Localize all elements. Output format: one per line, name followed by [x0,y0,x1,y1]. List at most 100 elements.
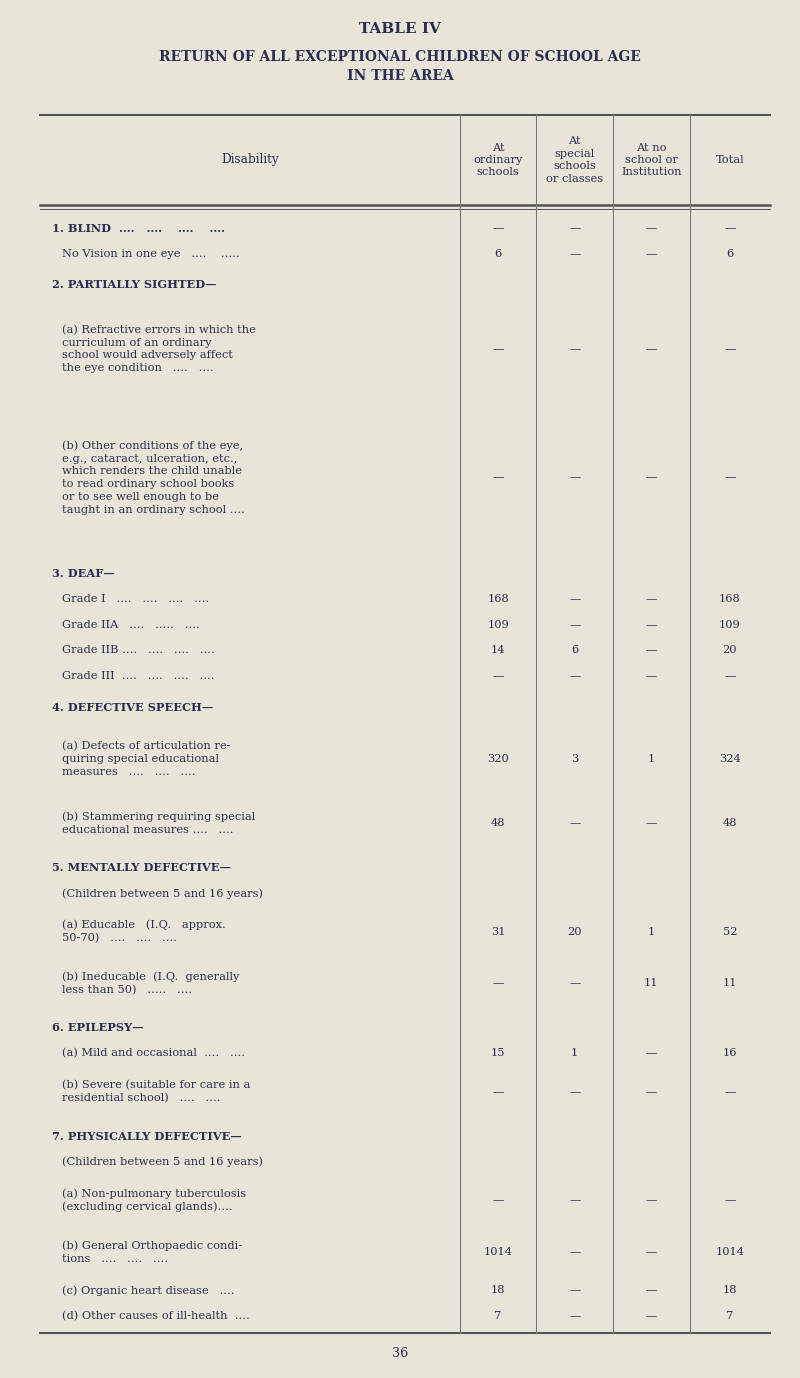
Text: 6: 6 [726,249,734,259]
Text: —: — [569,978,581,988]
Text: 320: 320 [487,754,509,763]
Text: At no
school or
Institution: At no school or Institution [621,142,682,178]
Text: —: — [569,1286,581,1295]
Text: —: — [724,344,735,354]
Text: —: — [492,978,504,988]
Text: —: — [569,1195,581,1206]
Text: At
ordinary
schools: At ordinary schools [474,142,522,178]
Text: 324: 324 [719,754,741,763]
Text: 3: 3 [571,754,578,763]
Text: 1: 1 [648,754,655,763]
Text: At
special
schools
or classes: At special schools or classes [546,136,603,183]
Text: Grade IIA   ....   .....   ....: Grade IIA .... ..... .... [62,620,200,630]
Text: 1: 1 [648,927,655,937]
Text: (b) General Orthopaedic condi-
tions   ....   ....   ....: (b) General Orthopaedic condi- tions ...… [62,1240,242,1264]
Text: —: — [569,819,581,828]
Text: —: — [646,819,657,828]
Text: —: — [492,223,504,233]
Text: —: — [569,594,581,604]
Text: 109: 109 [719,620,741,630]
Text: 1: 1 [571,1049,578,1058]
Text: —: — [646,620,657,630]
Text: —: — [646,1049,657,1058]
Text: —: — [569,249,581,259]
Text: —: — [724,671,735,681]
Text: 7: 7 [726,1310,734,1322]
Text: —: — [724,473,735,482]
Text: —: — [569,344,581,354]
Text: 168: 168 [719,594,741,604]
Text: 109: 109 [487,620,509,630]
Text: (d) Other causes of ill-health  ....: (d) Other causes of ill-health .... [62,1310,250,1322]
Text: —: — [646,1247,657,1257]
Text: Disability: Disability [221,153,278,167]
Text: —: — [492,671,504,681]
Text: —: — [646,645,657,656]
Text: (a) Non-pulmonary tuberculosis
(excluding cervical glands)....: (a) Non-pulmonary tuberculosis (excludin… [62,1188,246,1213]
Text: 18: 18 [722,1286,737,1295]
Text: 7. PHYSICALLY DEFECTIVE—: 7. PHYSICALLY DEFECTIVE— [52,1130,242,1141]
Text: —: — [492,1087,504,1097]
Text: 168: 168 [487,594,509,604]
Text: 14: 14 [491,645,506,656]
Text: (c) Organic heart disease   ....: (c) Organic heart disease .... [62,1286,234,1295]
Text: (a) Refractive errors in which the
curriculum of an ordinary
school would advers: (a) Refractive errors in which the curri… [62,325,256,373]
Text: 15: 15 [491,1049,506,1058]
Text: 6: 6 [571,645,578,656]
Text: —: — [646,473,657,482]
Text: 20: 20 [722,645,737,656]
Text: —: — [646,594,657,604]
Text: (b) Ineducable  (I.Q.  generally
less than 50)   .....   ....: (b) Ineducable (I.Q. generally less than… [62,971,239,995]
Text: 18: 18 [491,1286,506,1295]
Text: RETURN OF ALL EXCEPTIONAL CHILDREN OF SCHOOL AGE
IN THE AREA: RETURN OF ALL EXCEPTIONAL CHILDREN OF SC… [159,50,641,84]
Text: 48: 48 [722,819,737,828]
Text: —: — [569,1247,581,1257]
Text: (Children between 5 and 16 years): (Children between 5 and 16 years) [62,887,263,898]
Text: (b) Stammering requiring special
educational measures ....   ....: (b) Stammering requiring special educati… [62,812,255,835]
Text: (a) Defects of articulation re-
quiring special educational
measures   ....   ..: (a) Defects of articulation re- quiring … [62,741,230,777]
Text: (a) Mild and occasional  ....   ....: (a) Mild and occasional .... .... [62,1049,245,1058]
Text: —: — [569,1310,581,1322]
Text: No Vision in one eye   ....    .....: No Vision in one eye .... ..... [62,249,240,259]
Text: —: — [646,671,657,681]
Text: Total: Total [715,154,744,165]
Text: —: — [646,1310,657,1322]
Text: 16: 16 [722,1049,737,1058]
Text: 36: 36 [392,1348,408,1360]
Text: 5. MENTALLY DEFECTIVE—: 5. MENTALLY DEFECTIVE— [52,863,231,874]
Text: Grade IIB ....   ....   ....   ....: Grade IIB .... .... .... .... [62,645,214,656]
Text: 1014: 1014 [483,1247,513,1257]
Text: —: — [569,671,581,681]
Text: 1. BLIND  ....   ....    ....    ....: 1. BLIND .... .... .... .... [52,223,225,234]
Text: —: — [492,473,504,482]
Text: —: — [646,1195,657,1206]
Text: (Children between 5 and 16 years): (Children between 5 and 16 years) [62,1156,263,1167]
Text: 48: 48 [491,819,506,828]
Text: —: — [569,473,581,482]
Text: —: — [569,1087,581,1097]
Text: TABLE IV: TABLE IV [359,22,441,36]
Text: —: — [646,223,657,233]
Text: —: — [646,344,657,354]
Text: Grade I   ....   ....   ....   ....: Grade I .... .... .... .... [62,594,209,604]
Text: —: — [724,1087,735,1097]
Text: (a) Educable   (I.Q.   approx.
50-70)   ....   ....   ....: (a) Educable (I.Q. approx. 50-70) .... .… [62,921,226,944]
Text: 20: 20 [567,927,582,937]
Text: 6. EPILEPSY—: 6. EPILEPSY— [52,1022,144,1034]
Text: 1014: 1014 [715,1247,744,1257]
Text: 11: 11 [722,978,737,988]
Text: Grade III  ....   ....   ....   ....: Grade III .... .... .... .... [62,671,214,681]
Text: 52: 52 [722,927,737,937]
Text: —: — [492,1195,504,1206]
Text: —: — [724,223,735,233]
Text: 2. PARTIALLY SIGHTED—: 2. PARTIALLY SIGHTED— [52,280,217,291]
Text: —: — [569,223,581,233]
Text: 4. DEFECTIVE SPEECH—: 4. DEFECTIVE SPEECH— [52,701,214,712]
Text: —: — [646,249,657,259]
Text: —: — [646,1087,657,1097]
Text: (b) Severe (suitable for care in a
residential school)   ....   ....: (b) Severe (suitable for care in a resid… [62,1080,250,1104]
Text: 31: 31 [491,927,506,937]
Text: 3. DEAF—: 3. DEAF— [52,568,114,579]
Text: —: — [492,344,504,354]
Text: (b) Other conditions of the eye,
e.g., cataract, ulceration, etc.,
which renders: (b) Other conditions of the eye, e.g., c… [62,440,245,515]
